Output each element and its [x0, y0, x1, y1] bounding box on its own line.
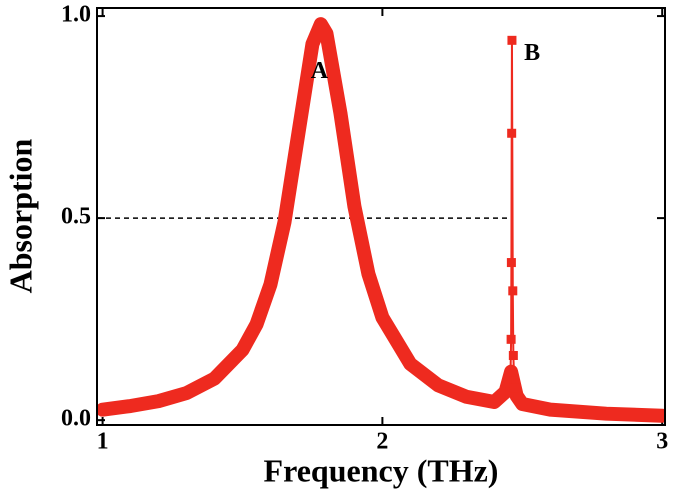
x-tick-label: 3: [656, 429, 668, 455]
x-tick-label: 2: [376, 429, 388, 455]
line: [97, 17, 665, 423]
annotation: B: [524, 40, 540, 66]
marker: [506, 367, 516, 377]
marker: [505, 387, 515, 397]
x-tick-label: 1: [97, 429, 109, 455]
marker: [508, 351, 518, 360]
plot-frame: [96, 7, 666, 426]
y-tick-label: 1.0: [61, 2, 91, 28]
x-axis-title: Frequency (THz): [264, 452, 499, 488]
marker: [506, 258, 516, 268]
y-tick-label: 0.5: [61, 204, 91, 230]
annotation: A: [311, 58, 329, 84]
y-axis-title: Absorption: [2, 138, 38, 293]
marker: [507, 35, 517, 45]
marker: [506, 334, 516, 344]
marker: [508, 286, 518, 296]
y-tick-label: 0.0: [61, 406, 91, 432]
marker: [507, 128, 517, 138]
marker: [509, 383, 519, 393]
